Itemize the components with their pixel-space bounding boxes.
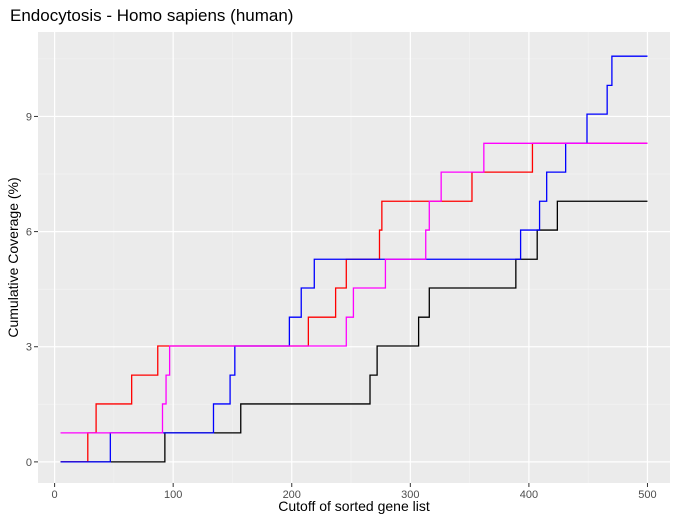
- plot-panel: [38, 32, 670, 483]
- y-tick-label: 6: [26, 227, 32, 239]
- series-line-1: [60, 200, 648, 463]
- y-tick-label: 9: [26, 111, 32, 123]
- y-tick-label: 0: [26, 457, 32, 469]
- x-tick-label: 100: [164, 489, 182, 501]
- x-tick-label: 200: [283, 489, 301, 501]
- x-tick-label: 500: [638, 489, 656, 501]
- x-tick-label: 0: [52, 489, 58, 501]
- x-tick-label: 400: [520, 489, 538, 501]
- series-line-4: [60, 142, 648, 434]
- x-axis-title: Cutoff of sorted gene list: [278, 498, 430, 514]
- y-tick-label: 3: [26, 342, 32, 354]
- series-line-2: [60, 142, 648, 463]
- series-layer: [60, 55, 648, 463]
- chart-title: Endocytosis - Homo sapiens (human): [10, 6, 293, 25]
- y-axis-title: Cumulative Coverage (%): [5, 177, 21, 337]
- y-axis: 0 3 6 9: [26, 111, 38, 469]
- x-axis: 0 100 200 300 400 500: [52, 483, 657, 501]
- x-tick-label: 300: [401, 489, 419, 501]
